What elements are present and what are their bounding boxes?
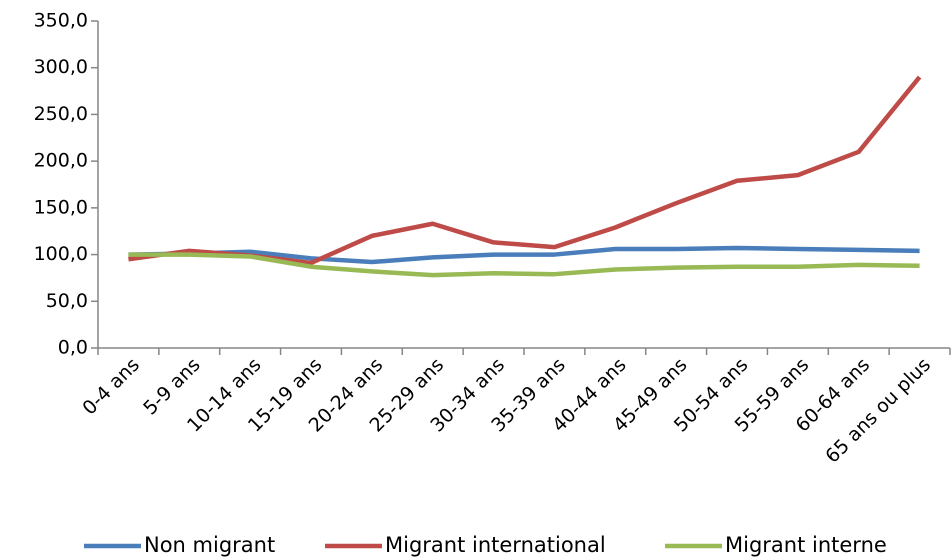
legend-label: Non migrant <box>144 533 275 557</box>
y-tick-label: 200,0 <box>34 150 88 172</box>
y-tick-label: 50,0 <box>46 290 88 312</box>
series-line <box>128 245 920 265</box>
y-tick-label: 250,0 <box>34 103 88 125</box>
legend-label: Migrant interne <box>725 533 887 557</box>
series-line <box>128 75 922 266</box>
y-tick-label: 100,0 <box>34 243 88 265</box>
y-tick-label: 350,0 <box>34 10 88 32</box>
x-tick-label: 0-4 ans <box>78 354 144 420</box>
x-tick-label: 65 ans ou plus <box>821 354 935 468</box>
y-tick-label: 0,0 <box>58 337 88 359</box>
series-line <box>128 252 920 278</box>
legend-label: Migrant international <box>385 533 606 557</box>
y-tick-label: 300,0 <box>34 56 88 78</box>
y-tick-label: 150,0 <box>34 196 88 218</box>
